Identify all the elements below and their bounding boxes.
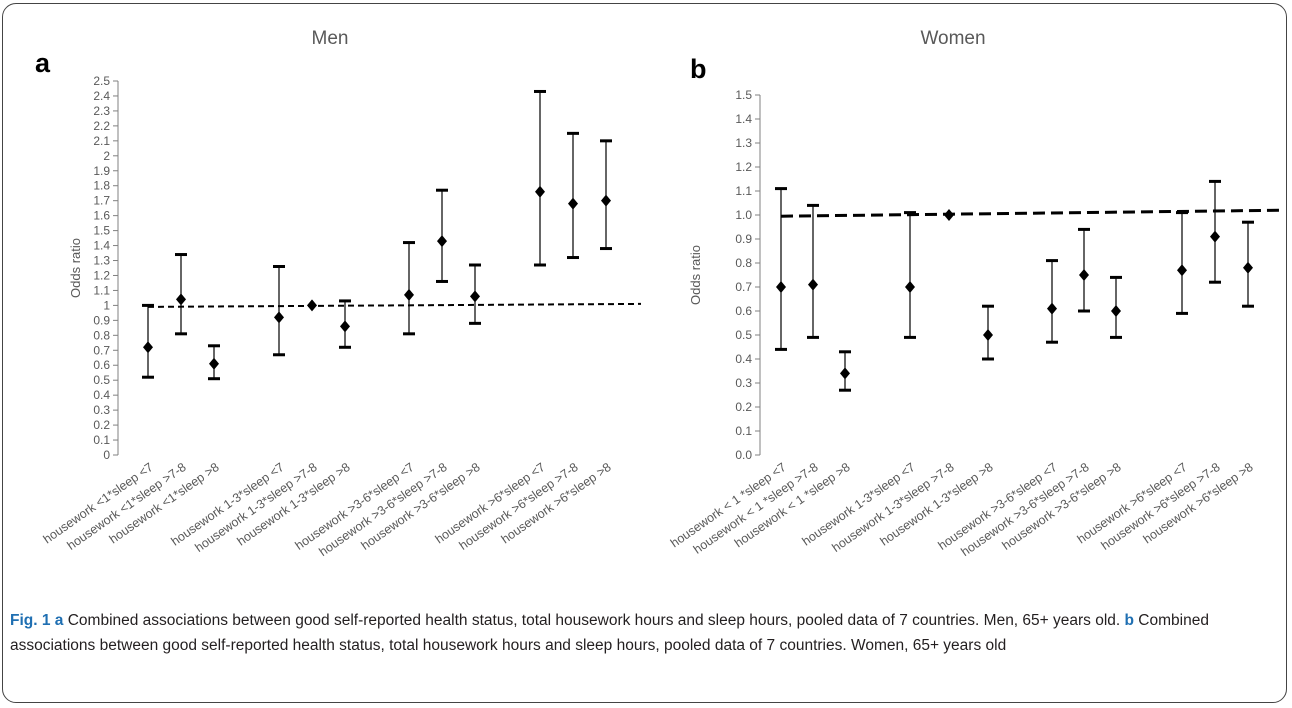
y-tick-label: 0.0 <box>735 448 752 462</box>
reference-line <box>147 302 642 308</box>
y-tick-label: 1.0 <box>735 208 752 222</box>
y-tick-label: 0.1 <box>735 424 752 438</box>
y-tick-label: 1.7 <box>93 194 110 208</box>
y-tick-label: 0.1 <box>93 433 110 447</box>
y-tick-label: 2 <box>103 149 110 163</box>
data-point <box>808 278 818 291</box>
data-point <box>437 235 447 248</box>
caption-panel-b-letter: b <box>1124 612 1134 629</box>
chart-panel-a: Men a Odds ratio 00.10.20.30.40.50.60.70.80… <box>35 28 642 559</box>
y-tick-label: 0.7 <box>735 280 752 294</box>
y-tick-label: 0.6 <box>93 358 110 372</box>
y-tick-label: 0.3 <box>93 403 110 417</box>
data-point <box>1047 302 1057 315</box>
y-tick-label: 0.7 <box>93 343 110 357</box>
data-point <box>404 288 414 301</box>
y-tick-label: 0.8 <box>93 328 110 342</box>
y-axis-label: Odds ratio <box>68 238 83 298</box>
y-tick-label: 2.3 <box>93 104 110 118</box>
chart-title: Men <box>312 28 349 49</box>
y-tick-label: 0.2 <box>93 418 110 432</box>
chart-title: Women <box>920 28 985 49</box>
y-tick-label: 0.4 <box>735 352 752 366</box>
y-tick-label: 0.8 <box>735 256 752 270</box>
y-tick-label: 1.4 <box>735 112 752 126</box>
data-point <box>840 367 850 380</box>
y-tick-label: 1.1 <box>93 283 110 297</box>
y-tick-label: 0.6 <box>735 304 752 318</box>
data-point <box>274 311 284 324</box>
y-tick-label: 2.1 <box>93 134 110 148</box>
y-tick-label: 0.4 <box>93 388 110 402</box>
y-tick-label: 0.2 <box>735 400 752 414</box>
data-point <box>983 329 993 341</box>
y-tick-label: 0.5 <box>735 328 752 342</box>
data-point <box>568 197 578 210</box>
data-point <box>535 185 545 198</box>
y-tick-label: 0.9 <box>735 232 752 246</box>
caption-panel-a-text: Combined associations between good self-… <box>63 612 1125 629</box>
y-tick-label: 2.5 <box>93 74 110 88</box>
y-tick-label: 0.9 <box>93 313 110 327</box>
figure-frame <box>2 3 1287 703</box>
data-point <box>1243 261 1253 274</box>
y-tick-label: 0 <box>103 448 110 462</box>
y-tick-label: 1.5 <box>735 88 752 102</box>
panel-letter: b <box>690 54 707 84</box>
y-tick-label: 1.3 <box>93 254 110 268</box>
y-tick-label: 2.2 <box>93 119 110 133</box>
data-point <box>776 281 786 293</box>
data-point <box>1079 269 1089 281</box>
data-point <box>470 290 480 303</box>
data-point <box>176 293 186 306</box>
y-tick-label: 1.6 <box>93 209 110 223</box>
data-point <box>1210 230 1220 243</box>
y-tick-label: 0.3 <box>735 376 752 390</box>
data-point <box>143 341 153 354</box>
y-tick-label: 1.5 <box>93 224 110 238</box>
data-point <box>1177 264 1187 277</box>
y-tick-label: 0.5 <box>93 373 110 387</box>
y-tick-label: 1.3 <box>735 136 752 150</box>
y-tick-label: 1.8 <box>93 179 110 193</box>
y-tick-label: 1.1 <box>735 184 752 198</box>
reference-line <box>780 208 1284 218</box>
y-axis-label: Odds ratio <box>688 245 703 305</box>
data-point <box>601 194 611 207</box>
y-tick-label: 1.2 <box>735 160 752 174</box>
y-tick-label: 1 <box>103 298 110 312</box>
y-tick-label: 1.4 <box>93 239 110 253</box>
data-point <box>307 299 317 312</box>
caption-fig-label: Fig. 1 <box>10 612 51 629</box>
data-point <box>905 281 915 293</box>
y-tick-label: 1.9 <box>93 164 110 178</box>
panel-letter: a <box>35 48 51 78</box>
caption-panel-a-letter: a <box>54 612 64 629</box>
caption-panel-b-text: Combined associations between good self-… <box>10 612 1209 654</box>
data-point <box>209 357 219 370</box>
data-point <box>340 320 350 333</box>
figure-caption: Fig. 1 a Combined associations between g… <box>10 608 1280 658</box>
y-tick-label: 2.4 <box>93 89 110 103</box>
data-point <box>1111 305 1121 317</box>
data-point <box>944 209 954 221</box>
y-tick-label: 1.2 <box>93 268 110 282</box>
chart-panel-b: Women b Odds ratio 0.0 0.1 0.2 0.3 0.4 0.5 0.6 0.7… <box>668 28 1284 559</box>
